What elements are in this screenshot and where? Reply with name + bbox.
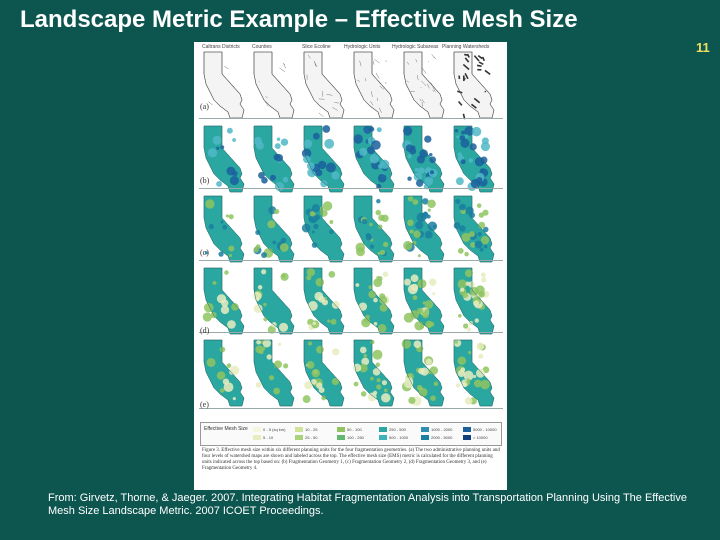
page-number: 11	[696, 40, 710, 55]
california-map	[203, 125, 245, 193]
california-map	[301, 125, 345, 193]
row-separator	[199, 260, 503, 261]
column-heading: Hydrologic Units	[344, 44, 381, 50]
legend-label: 250 - 500	[389, 427, 406, 432]
california-map	[353, 51, 395, 119]
legend-label: 1000 - 2000	[431, 427, 453, 432]
california-map	[301, 195, 345, 263]
california-map	[253, 51, 295, 119]
legend-label: 500 - 1000	[389, 435, 409, 440]
legend-swatch	[421, 427, 429, 432]
legend-label: 25 - 50	[305, 435, 318, 440]
column-heading: Counties	[252, 44, 272, 50]
california-map	[401, 125, 445, 193]
california-map	[253, 339, 295, 407]
legend-label: 5 - 10	[263, 435, 274, 440]
legend-label: 100 - 250	[347, 435, 364, 440]
legend-swatch	[463, 435, 471, 440]
california-map	[403, 195, 445, 263]
california-map	[401, 339, 445, 407]
figure-panel: Caltrans Districts Counties Slice Ecoline H…	[194, 42, 507, 490]
legend-swatch	[253, 427, 261, 432]
california-map	[453, 267, 495, 335]
legend-swatch	[253, 435, 261, 440]
legend-swatch	[337, 435, 345, 440]
legend-title: Effective Mesh Size	[204, 426, 248, 432]
legend-swatch	[337, 427, 345, 432]
california-map	[303, 51, 345, 119]
california-map	[253, 195, 295, 263]
row-separator	[199, 188, 503, 189]
california-map	[453, 195, 495, 263]
slide-title: Landscape Metric Example – Effective Mes…	[20, 6, 578, 33]
row-label: (b)	[200, 176, 210, 185]
citation: From: Girvetz, Thorne, & Jaeger. 2007. I…	[48, 492, 687, 517]
row-separator	[199, 118, 503, 119]
row-separator	[199, 332, 503, 333]
column-heading: Caltrans Districts	[202, 44, 240, 50]
california-map	[202, 267, 245, 335]
legend-label: 10 - 25	[305, 427, 318, 432]
california-map	[353, 195, 395, 263]
column-heading: Hydrologic Subareas	[392, 44, 439, 50]
figure-caption: Figure 3. Effective mesh size within six…	[202, 448, 500, 471]
california-map	[203, 195, 245, 263]
california-map	[253, 267, 295, 335]
california-map	[403, 267, 445, 335]
california-map	[302, 339, 345, 407]
california-map	[253, 125, 295, 193]
legend-swatch	[421, 435, 429, 440]
legend-swatch	[379, 435, 387, 440]
legend-label: 2000 - 5000	[431, 435, 453, 440]
california-map	[453, 339, 495, 407]
california-map	[303, 267, 345, 335]
california-map	[353, 267, 395, 335]
california-map	[403, 51, 445, 119]
legend-label: > 10000	[473, 435, 488, 440]
legend-swatch	[379, 427, 387, 432]
legend-swatch	[463, 427, 471, 432]
california-map	[353, 125, 395, 193]
row-label: (e)	[200, 400, 209, 409]
legend-swatch	[295, 427, 303, 432]
column-heading: Planning Watersheds	[442, 44, 490, 50]
legend-label: 50 - 100	[347, 427, 362, 432]
legend-label: 0 - 5 (sq km)	[263, 427, 286, 432]
legend: Effective Mesh Size 0 - 5 (sq km) 5 - 10 1…	[200, 422, 502, 446]
california-map	[453, 51, 495, 120]
legend-swatch	[295, 435, 303, 440]
california-map	[203, 339, 245, 407]
column-heading: Slice Ecoline	[302, 44, 331, 50]
california-map	[353, 339, 395, 407]
row-label: (c)	[200, 248, 209, 257]
row-label: (a)	[200, 102, 209, 111]
row-label: (d)	[200, 326, 210, 335]
california-map	[453, 125, 495, 193]
row-separator	[199, 408, 503, 409]
legend-label: 5000 - 10000	[473, 427, 497, 432]
